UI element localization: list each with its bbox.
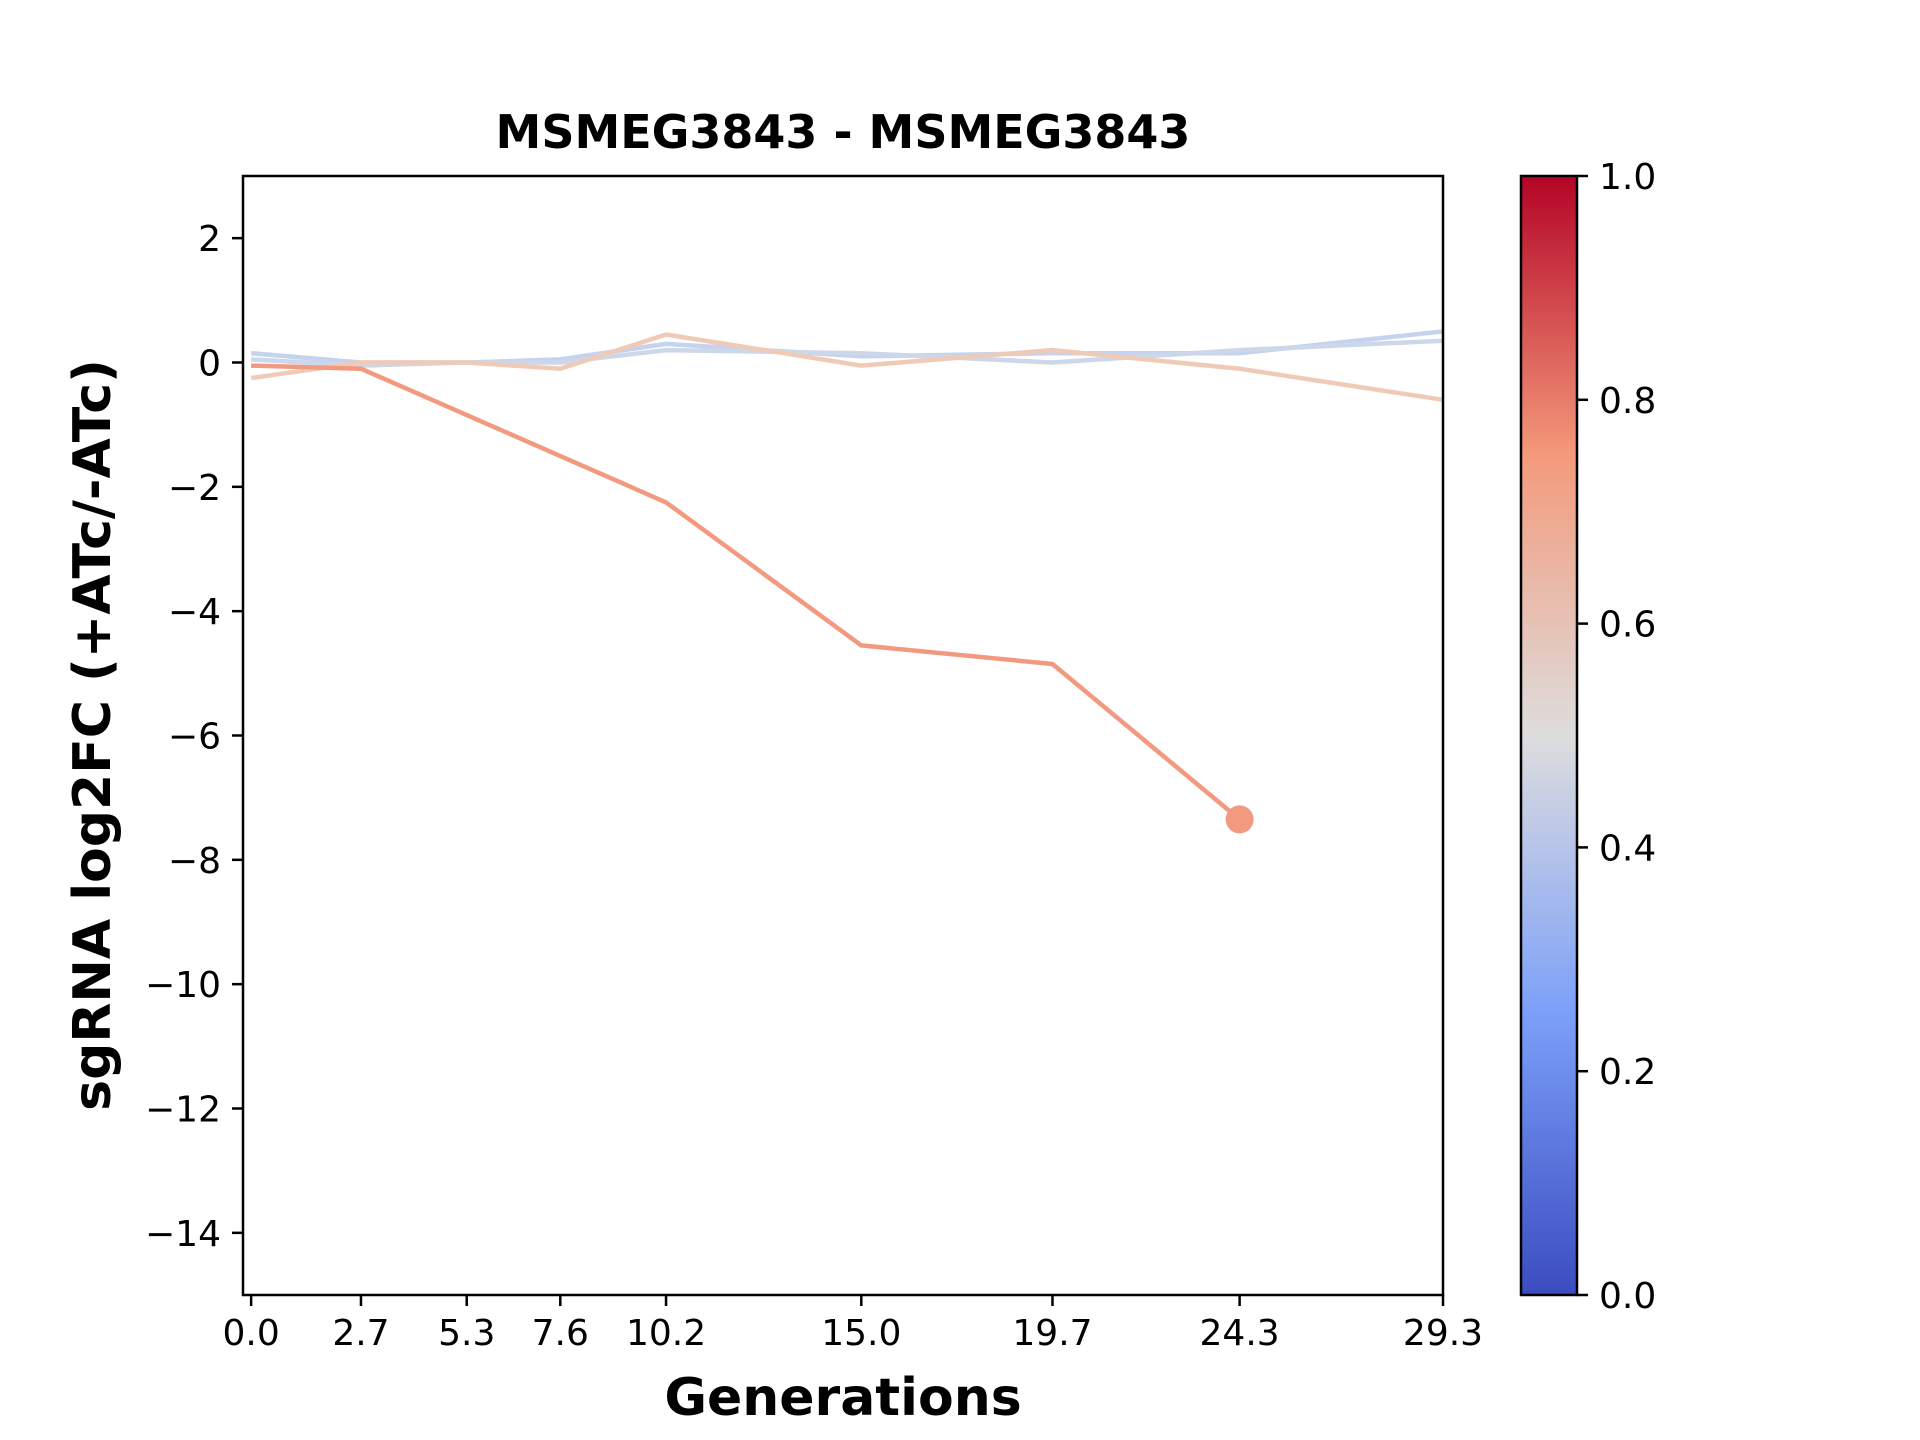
colorbar-tick-label: 1.0	[1599, 157, 1656, 198]
x-tick-label: 24.3	[1200, 1313, 1280, 1354]
colorbar-tick-label: 0.2	[1599, 1052, 1656, 1093]
x-tick-label: 7.6	[532, 1313, 589, 1354]
y-tick-label: −10	[145, 965, 221, 1006]
y-axis-label: sgRNA log2FC (+ATc/-ATc)	[63, 359, 123, 1111]
x-tick-label: 29.3	[1403, 1313, 1483, 1354]
y-tick-label: −8	[168, 841, 221, 882]
y-tick-label: −6	[168, 717, 221, 758]
series-layer	[250, 329, 1444, 834]
y-tick-label: −4	[168, 592, 221, 633]
x-tick-label: 5.3	[438, 1313, 495, 1354]
y-axis: 2 0 −2 −4 −6 −8 −10 −12 −14	[145, 219, 243, 1255]
x-tick-label: 10.2	[626, 1313, 706, 1354]
y-tick-label: 0	[198, 344, 221, 385]
x-tick-label: 19.7	[1012, 1313, 1092, 1354]
y-tick-label: −14	[145, 1214, 221, 1255]
series-line-4	[251, 363, 1242, 822]
colorbar-tick-label: 0.4	[1599, 828, 1656, 869]
chart-title: MSMEG3843 - MSMEG3843	[496, 105, 1191, 159]
colorbar-tick-label: 0.0	[1599, 1276, 1656, 1317]
y-tick-label: −12	[145, 1090, 221, 1131]
x-tick-label: 2.7	[332, 1313, 389, 1354]
y-tick-label: −2	[168, 468, 221, 509]
colorbar-axis: 0.0 0.2 0.4 0.6 0.8 1.0	[1577, 157, 1656, 1317]
x-tick-label: 15.0	[821, 1313, 901, 1354]
x-axis: 0.0 2.7 5.3 7.6 10.2 15.0 19.7 24.3 29.3	[223, 1295, 1483, 1354]
colorbar-tick-label: 0.6	[1599, 605, 1656, 646]
x-axis-label: Generations	[664, 1368, 1021, 1428]
colorbar-tick-label: 0.8	[1599, 381, 1656, 422]
y-tick-label: 2	[198, 219, 221, 260]
colorbar	[1519, 174, 1579, 1297]
series-line-3	[250, 332, 1444, 403]
series-end-marker-4	[1225, 805, 1254, 834]
x-tick-label: 0.0	[223, 1313, 280, 1354]
